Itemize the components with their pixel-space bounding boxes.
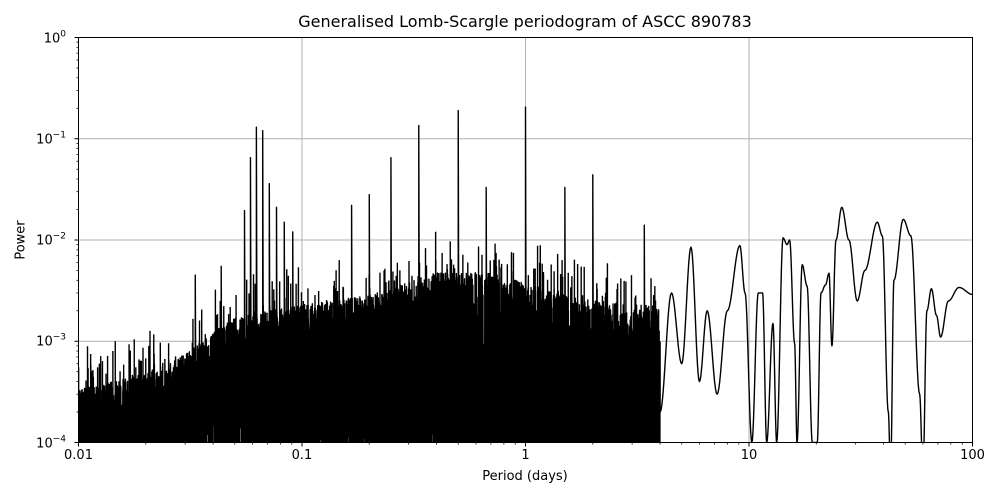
chart-title: Generalised Lomb-Scargle periodogram of …	[298, 12, 752, 31]
y-axis-label: Power	[13, 220, 29, 260]
x-tick-label: 1	[521, 448, 530, 463]
x-tick-label: 0.01	[64, 448, 93, 463]
x-axis-label: Period (days)	[482, 469, 568, 484]
y-tick-label: 10−4	[36, 434, 66, 451]
y-tick-label: 100	[43, 29, 66, 46]
x-tick-label: 0.1	[291, 448, 313, 463]
x-tick-label: 10	[740, 448, 758, 463]
y-tick-label: 10−2	[36, 231, 66, 249]
x-tick-label: 100	[960, 448, 985, 463]
axes-frame	[78, 37, 973, 443]
y-tick-label: 10−1	[36, 130, 66, 148]
periodogram-line	[78, 106, 973, 443]
y-tick-label: 10−3	[36, 332, 66, 350]
